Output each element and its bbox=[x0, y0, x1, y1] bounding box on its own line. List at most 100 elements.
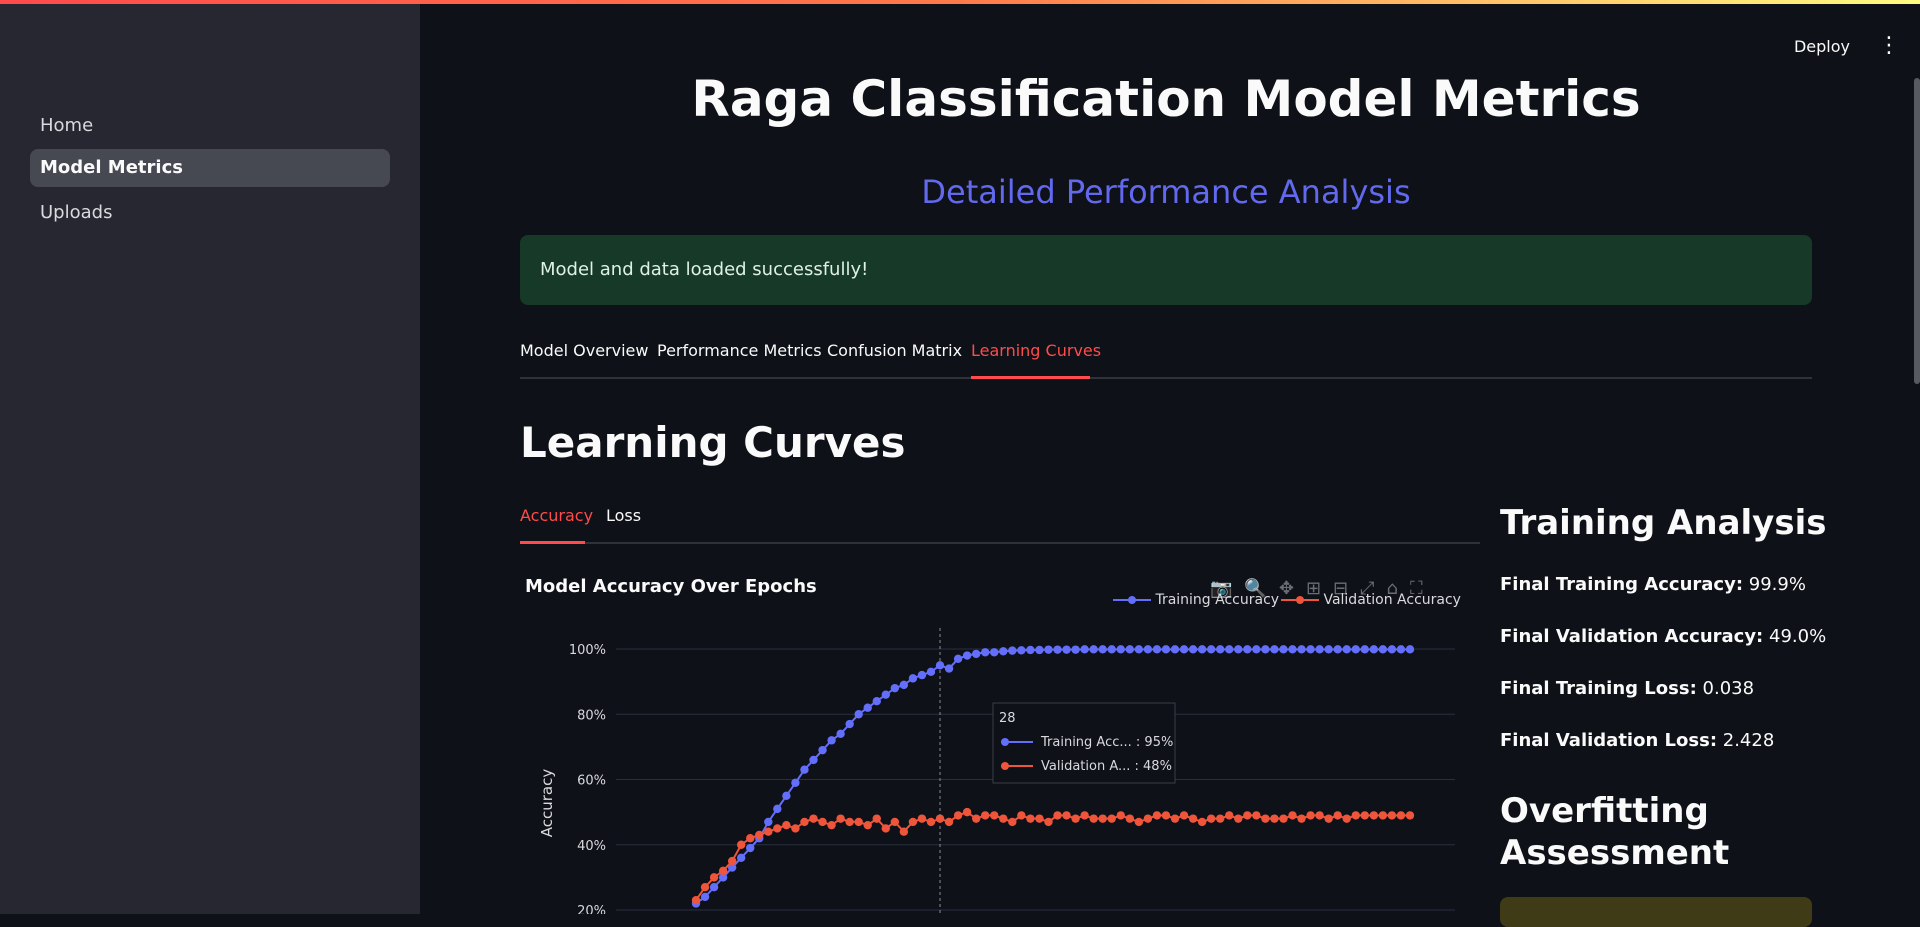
y-tick-label: 80% bbox=[577, 708, 606, 723]
data-point-validation bbox=[1387, 811, 1397, 820]
data-point-training bbox=[1324, 645, 1333, 654]
autoscale-icon[interactable]: ⤢ bbox=[1360, 578, 1375, 599]
data-point-validation bbox=[1107, 814, 1116, 823]
data-point-training bbox=[1243, 645, 1252, 654]
tab-confusion-matrix[interactable]: Confusion Matrix bbox=[827, 341, 963, 360]
data-point-training bbox=[926, 667, 936, 677]
data-point-training bbox=[1387, 645, 1397, 654]
data-point-validation bbox=[1333, 811, 1342, 820]
tab-performance-metrics[interactable]: Performance Metrics bbox=[657, 341, 822, 360]
zoom-out-icon[interactable]: ⊟ bbox=[1333, 578, 1349, 599]
data-point-validation bbox=[1017, 811, 1026, 820]
data-point-validation bbox=[1279, 814, 1288, 823]
data-point-training bbox=[1252, 645, 1261, 654]
legend-item-training[interactable]: Training Accuracy bbox=[1113, 592, 1279, 608]
data-point-validation bbox=[1062, 811, 1071, 820]
accuracy-chart[interactable]: 100% 80% 60% 40% 20% Accuracy 28 Training Acc..… bbox=[520, 620, 1460, 914]
data-point-validation bbox=[1360, 811, 1370, 820]
camera-icon[interactable]: 📷 bbox=[1210, 578, 1233, 599]
data-point-training bbox=[1026, 645, 1035, 655]
deploy-button[interactable]: Deploy bbox=[1793, 36, 1850, 56]
data-point-validation bbox=[1170, 814, 1180, 823]
data-point-training bbox=[736, 853, 746, 862]
data-point-validation bbox=[1026, 814, 1035, 823]
legend-swatch-training bbox=[1113, 596, 1151, 604]
data-point-validation bbox=[755, 830, 764, 840]
data-point-training bbox=[1143, 645, 1153, 654]
success-message: Model and data loaded successfully! bbox=[540, 259, 869, 280]
data-point-validation bbox=[782, 820, 791, 830]
data-point-validation bbox=[709, 873, 719, 882]
data-point-training bbox=[1098, 645, 1107, 654]
data-point-validation bbox=[1342, 814, 1351, 823]
sidebar-item-uploads[interactable]: Uploads bbox=[40, 202, 113, 223]
data-point-validation bbox=[818, 817, 827, 827]
reset-axes-icon[interactable]: ⌂ bbox=[1386, 578, 1398, 599]
data-point-training bbox=[1378, 645, 1388, 654]
data-point-training bbox=[917, 670, 927, 680]
stat-value: 49.0% bbox=[1769, 626, 1827, 647]
zoom-icon[interactable]: 🔍 bbox=[1244, 578, 1267, 599]
tab-model-overview[interactable]: Model Overview bbox=[520, 341, 649, 360]
data-point-validation bbox=[899, 827, 909, 836]
data-point-validation bbox=[1297, 814, 1306, 823]
sidebar-item-model-metrics[interactable]: Model Metrics bbox=[30, 149, 390, 187]
data-point-training bbox=[1315, 645, 1324, 654]
main-tabs: Model Overview Performance Metrics Confu… bbox=[520, 335, 1812, 379]
stat-label: Final Training Accuracy: bbox=[1500, 574, 1744, 595]
data-point-training bbox=[746, 843, 755, 853]
data-point-training bbox=[836, 729, 845, 739]
data-point-training bbox=[709, 882, 719, 892]
pan-icon[interactable]: ✥ bbox=[1278, 578, 1294, 599]
data-point-validation bbox=[1188, 814, 1198, 823]
data-point-validation bbox=[691, 896, 701, 905]
scrollbar[interactable] bbox=[1914, 78, 1920, 384]
zoom-in-icon[interactable]: ⊞ bbox=[1305, 578, 1322, 599]
tooltip-header: 28 bbox=[999, 711, 1016, 726]
data-point-training bbox=[1216, 645, 1225, 654]
overfitting-assessment-title: Overfitting Assessment bbox=[1500, 791, 1730, 873]
data-point-training bbox=[872, 697, 881, 706]
chart-title: Model Accuracy Over Epochs bbox=[525, 576, 817, 597]
data-point-training bbox=[773, 804, 782, 814]
data-point-validation bbox=[1197, 817, 1207, 827]
sidebar-item-home[interactable]: Home bbox=[40, 115, 94, 136]
fullscreen-icon[interactable]: ⛶ bbox=[1409, 578, 1423, 599]
data-point-validation bbox=[1315, 811, 1324, 820]
section-title: Learning Curves bbox=[520, 418, 906, 467]
data-point-training bbox=[800, 765, 809, 774]
chart-subtabs: Accuracy Loss bbox=[520, 500, 1480, 544]
data-point-training bbox=[899, 680, 909, 690]
data-point-validation bbox=[845, 817, 854, 827]
data-point-validation bbox=[1116, 811, 1125, 820]
data-point-training bbox=[727, 863, 737, 872]
data-point-validation bbox=[1071, 814, 1080, 823]
data-point-validation bbox=[1252, 811, 1261, 820]
subtab-loss[interactable]: Loss bbox=[606, 506, 642, 525]
subtab-accuracy[interactable]: Accuracy bbox=[520, 506, 594, 525]
data-point-validation bbox=[1035, 814, 1044, 823]
tooltip-row-label: Validation A... : 48% bbox=[1041, 759, 1172, 774]
data-point-validation bbox=[1378, 811, 1388, 820]
data-point-training bbox=[1342, 645, 1351, 654]
data-point-training bbox=[1134, 645, 1144, 654]
data-point-training bbox=[1152, 645, 1162, 654]
stat-final-training-accuracy: Final Training Accuracy: 99.9% bbox=[1500, 574, 1806, 595]
overfitting-warning-box bbox=[1500, 897, 1812, 927]
tab-learning-curves[interactable]: Learning Curves bbox=[971, 341, 1102, 360]
data-point-training bbox=[1369, 645, 1379, 654]
header-toolbar: Deploy ⋮ bbox=[1794, 30, 1900, 62]
data-point-training bbox=[764, 817, 773, 827]
kebab-menu-icon[interactable]: ⋮ bbox=[1878, 33, 1900, 58]
data-point-validation bbox=[981, 811, 990, 820]
data-point-validation bbox=[791, 824, 800, 833]
legend-item-validation[interactable]: Validation Accuracy bbox=[1281, 592, 1461, 608]
data-point-validation bbox=[1324, 814, 1333, 823]
data-point-validation bbox=[1098, 814, 1107, 823]
y-tick-label: 40% bbox=[577, 839, 606, 854]
data-point-validation bbox=[1161, 811, 1171, 820]
data-point-training bbox=[809, 755, 818, 765]
data-point-training bbox=[818, 745, 827, 755]
data-point-training bbox=[1008, 646, 1017, 655]
data-point-validation bbox=[800, 817, 809, 827]
